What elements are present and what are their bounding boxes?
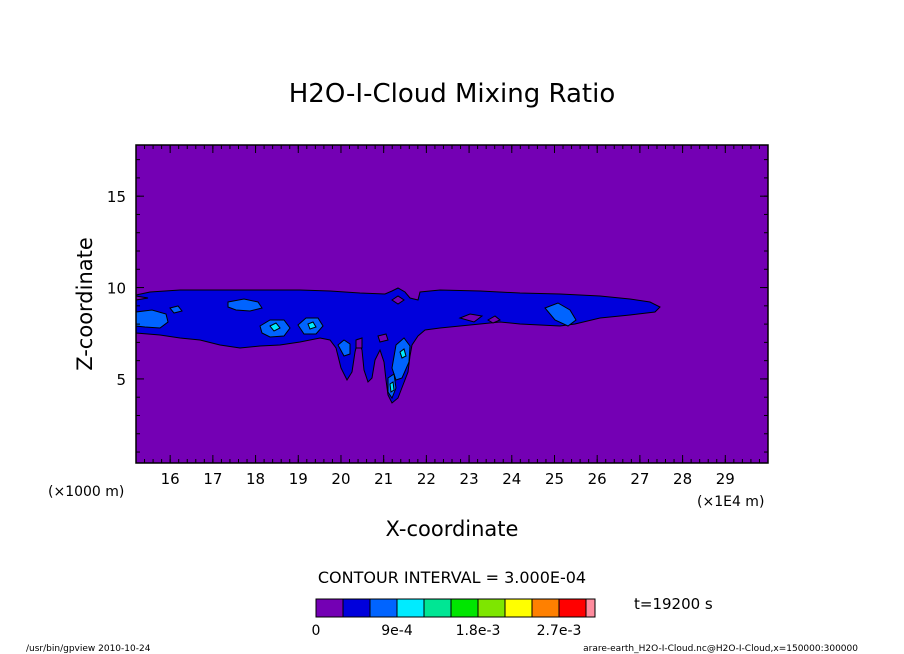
x-tick-label: 22 <box>417 470 436 488</box>
y-tick-label: 10 <box>107 280 126 298</box>
colorbar-label: 9e-4 <box>381 623 413 639</box>
colorbar-swatch <box>342 598 371 618</box>
contour-gap-5 <box>458 313 484 323</box>
y-axis-ticks: 5 10 15 <box>107 159 768 453</box>
colorbar-swatch <box>450 598 479 618</box>
colorbar-swatch <box>504 598 533 618</box>
contour-level-2-patch-d <box>337 339 351 357</box>
y-tick-label: 15 <box>107 188 126 206</box>
x-unit-left: (×1000 m) <box>48 484 124 500</box>
x-axis-label: X-coordinate <box>386 517 519 541</box>
plot-area <box>135 144 769 464</box>
x-tick-label: 28 <box>673 470 692 488</box>
contour-gap-4 <box>355 337 363 349</box>
x-axis-ticks: 16 17 18 19 20 21 22 23 24 25 26 27 28 29 <box>135 145 769 488</box>
contour-level-3-core-a <box>269 322 281 332</box>
colorbar-swatch <box>396 598 425 618</box>
x-tick-label: 24 <box>502 470 521 488</box>
colorbar-label: 2.7e-3 <box>537 623 582 639</box>
x-tick-label: 18 <box>246 470 265 488</box>
colorbar-swatch <box>369 598 398 618</box>
contour-level-2-left-edge <box>135 309 169 329</box>
x-tick-label: 27 <box>630 470 649 488</box>
contour-gap-6 <box>487 315 501 324</box>
y-axis-label: Z-coordinate <box>73 237 97 371</box>
colorbar-swatch <box>531 598 560 618</box>
x-tick-label: 17 <box>203 470 222 488</box>
chart-title: H2O-I-Cloud Mixing Ratio <box>289 79 616 109</box>
colorbar-swatch <box>315 598 344 618</box>
x-tick-label: 20 <box>331 470 350 488</box>
colorbar-swatch <box>423 598 452 618</box>
x-tick-label: 26 <box>588 470 607 488</box>
x-tick-label: 19 <box>289 470 308 488</box>
colorbar-swatch <box>558 598 587 618</box>
footer-right: arare-earth_H2O-I-Cloud.nc@H2O-I-Cloud,x… <box>583 644 858 654</box>
time-label: t=19200 s <box>634 595 713 613</box>
contour-level-3-core-d <box>389 381 395 393</box>
y-tick-label: 5 <box>116 371 126 389</box>
x-tick-label: 16 <box>161 470 180 488</box>
contour-level-2-patch-h <box>169 305 183 314</box>
contour-level-2-patch-e <box>391 337 411 381</box>
x-tick-label: 25 <box>545 470 564 488</box>
contour-level-3-core-b <box>307 321 317 330</box>
x-tick-label: 29 <box>716 470 735 488</box>
contour-level-3-core-c <box>399 348 407 359</box>
x-unit-right: (×1E4 m) <box>697 494 764 510</box>
contour-level-2-patch-a <box>227 298 263 312</box>
contour-interval-label: CONTOUR INTERVAL = 3.000E-04 <box>318 568 586 587</box>
contour-gap-2 <box>391 295 405 305</box>
colorbar-label: 0 <box>312 623 321 639</box>
footer-left: /usr/bin/gpview 2010-10-24 <box>26 644 151 654</box>
contour-level-2-patch-g <box>544 302 577 327</box>
x-tick-label: 23 <box>460 470 479 488</box>
colorbar-swatch <box>477 598 506 618</box>
colorbar-swatch <box>585 598 596 618</box>
colorbar: 0 9e-4 1.8e-3 2.7e-3 <box>312 598 596 639</box>
x-tick-label: 21 <box>374 470 393 488</box>
contour-gap-3 <box>377 333 389 343</box>
colorbar-label: 1.8e-3 <box>456 623 501 639</box>
